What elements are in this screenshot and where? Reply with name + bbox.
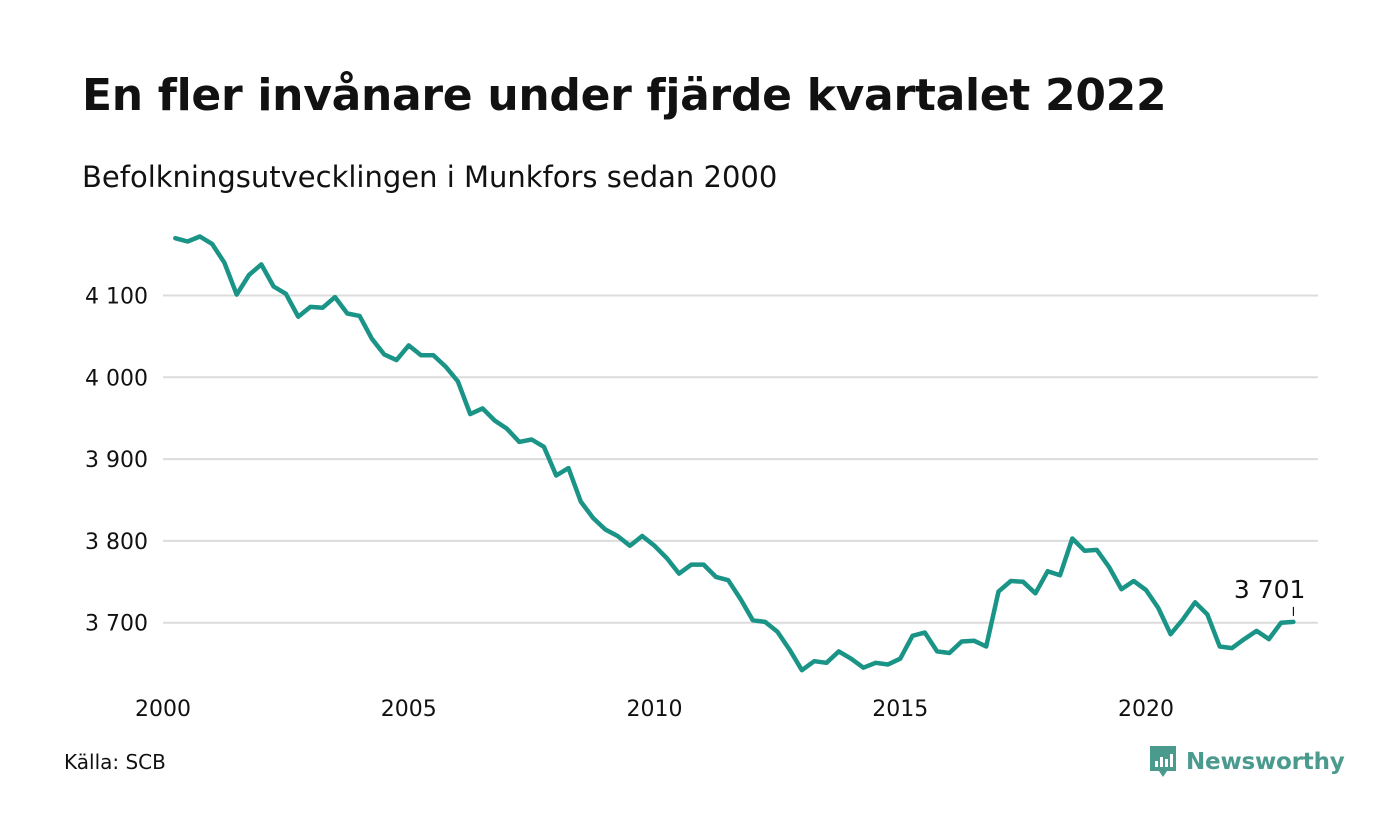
x-tick-label: 2020 (1118, 697, 1174, 722)
y-axis-tick-labels: 3 700 3 800 3 900 4 000 4 100 (85, 284, 148, 636)
y-tick-label: 4 100 (85, 284, 148, 309)
x-tick-label: 2000 (135, 697, 191, 722)
x-tick-label: 2005 (381, 697, 437, 722)
x-tick-label: 2015 (872, 697, 928, 722)
y-tick-label: 3 800 (85, 530, 148, 555)
y-tick-label: 3 700 (85, 612, 148, 637)
chart-subtitle: Befolkningsutvecklingen i Munkfors sedan… (82, 160, 778, 194)
end-value-annotation: 3 701 (1234, 575, 1306, 616)
newsworthy-logo-icon (1150, 746, 1176, 777)
end-value-label: 3 701 (1234, 575, 1306, 604)
x-axis-tick-labels: 2000 2005 2010 2015 2020 (135, 697, 1174, 722)
brand-name: Newsworthy (1186, 749, 1345, 775)
chart-title: En fler invånare under fjärde kvartalet … (82, 70, 1167, 121)
gridlines (163, 294, 1318, 624)
y-tick-label: 3 900 (85, 448, 148, 473)
y-tick-label: 4 000 (85, 366, 148, 391)
brand-logo: Newsworthy (1148, 744, 1345, 780)
population-series-line (173, 234, 1296, 673)
x-tick-label: 2010 (626, 697, 682, 722)
source-credit: Källa: SCB (64, 750, 166, 774)
series-layer (173, 234, 1296, 673)
